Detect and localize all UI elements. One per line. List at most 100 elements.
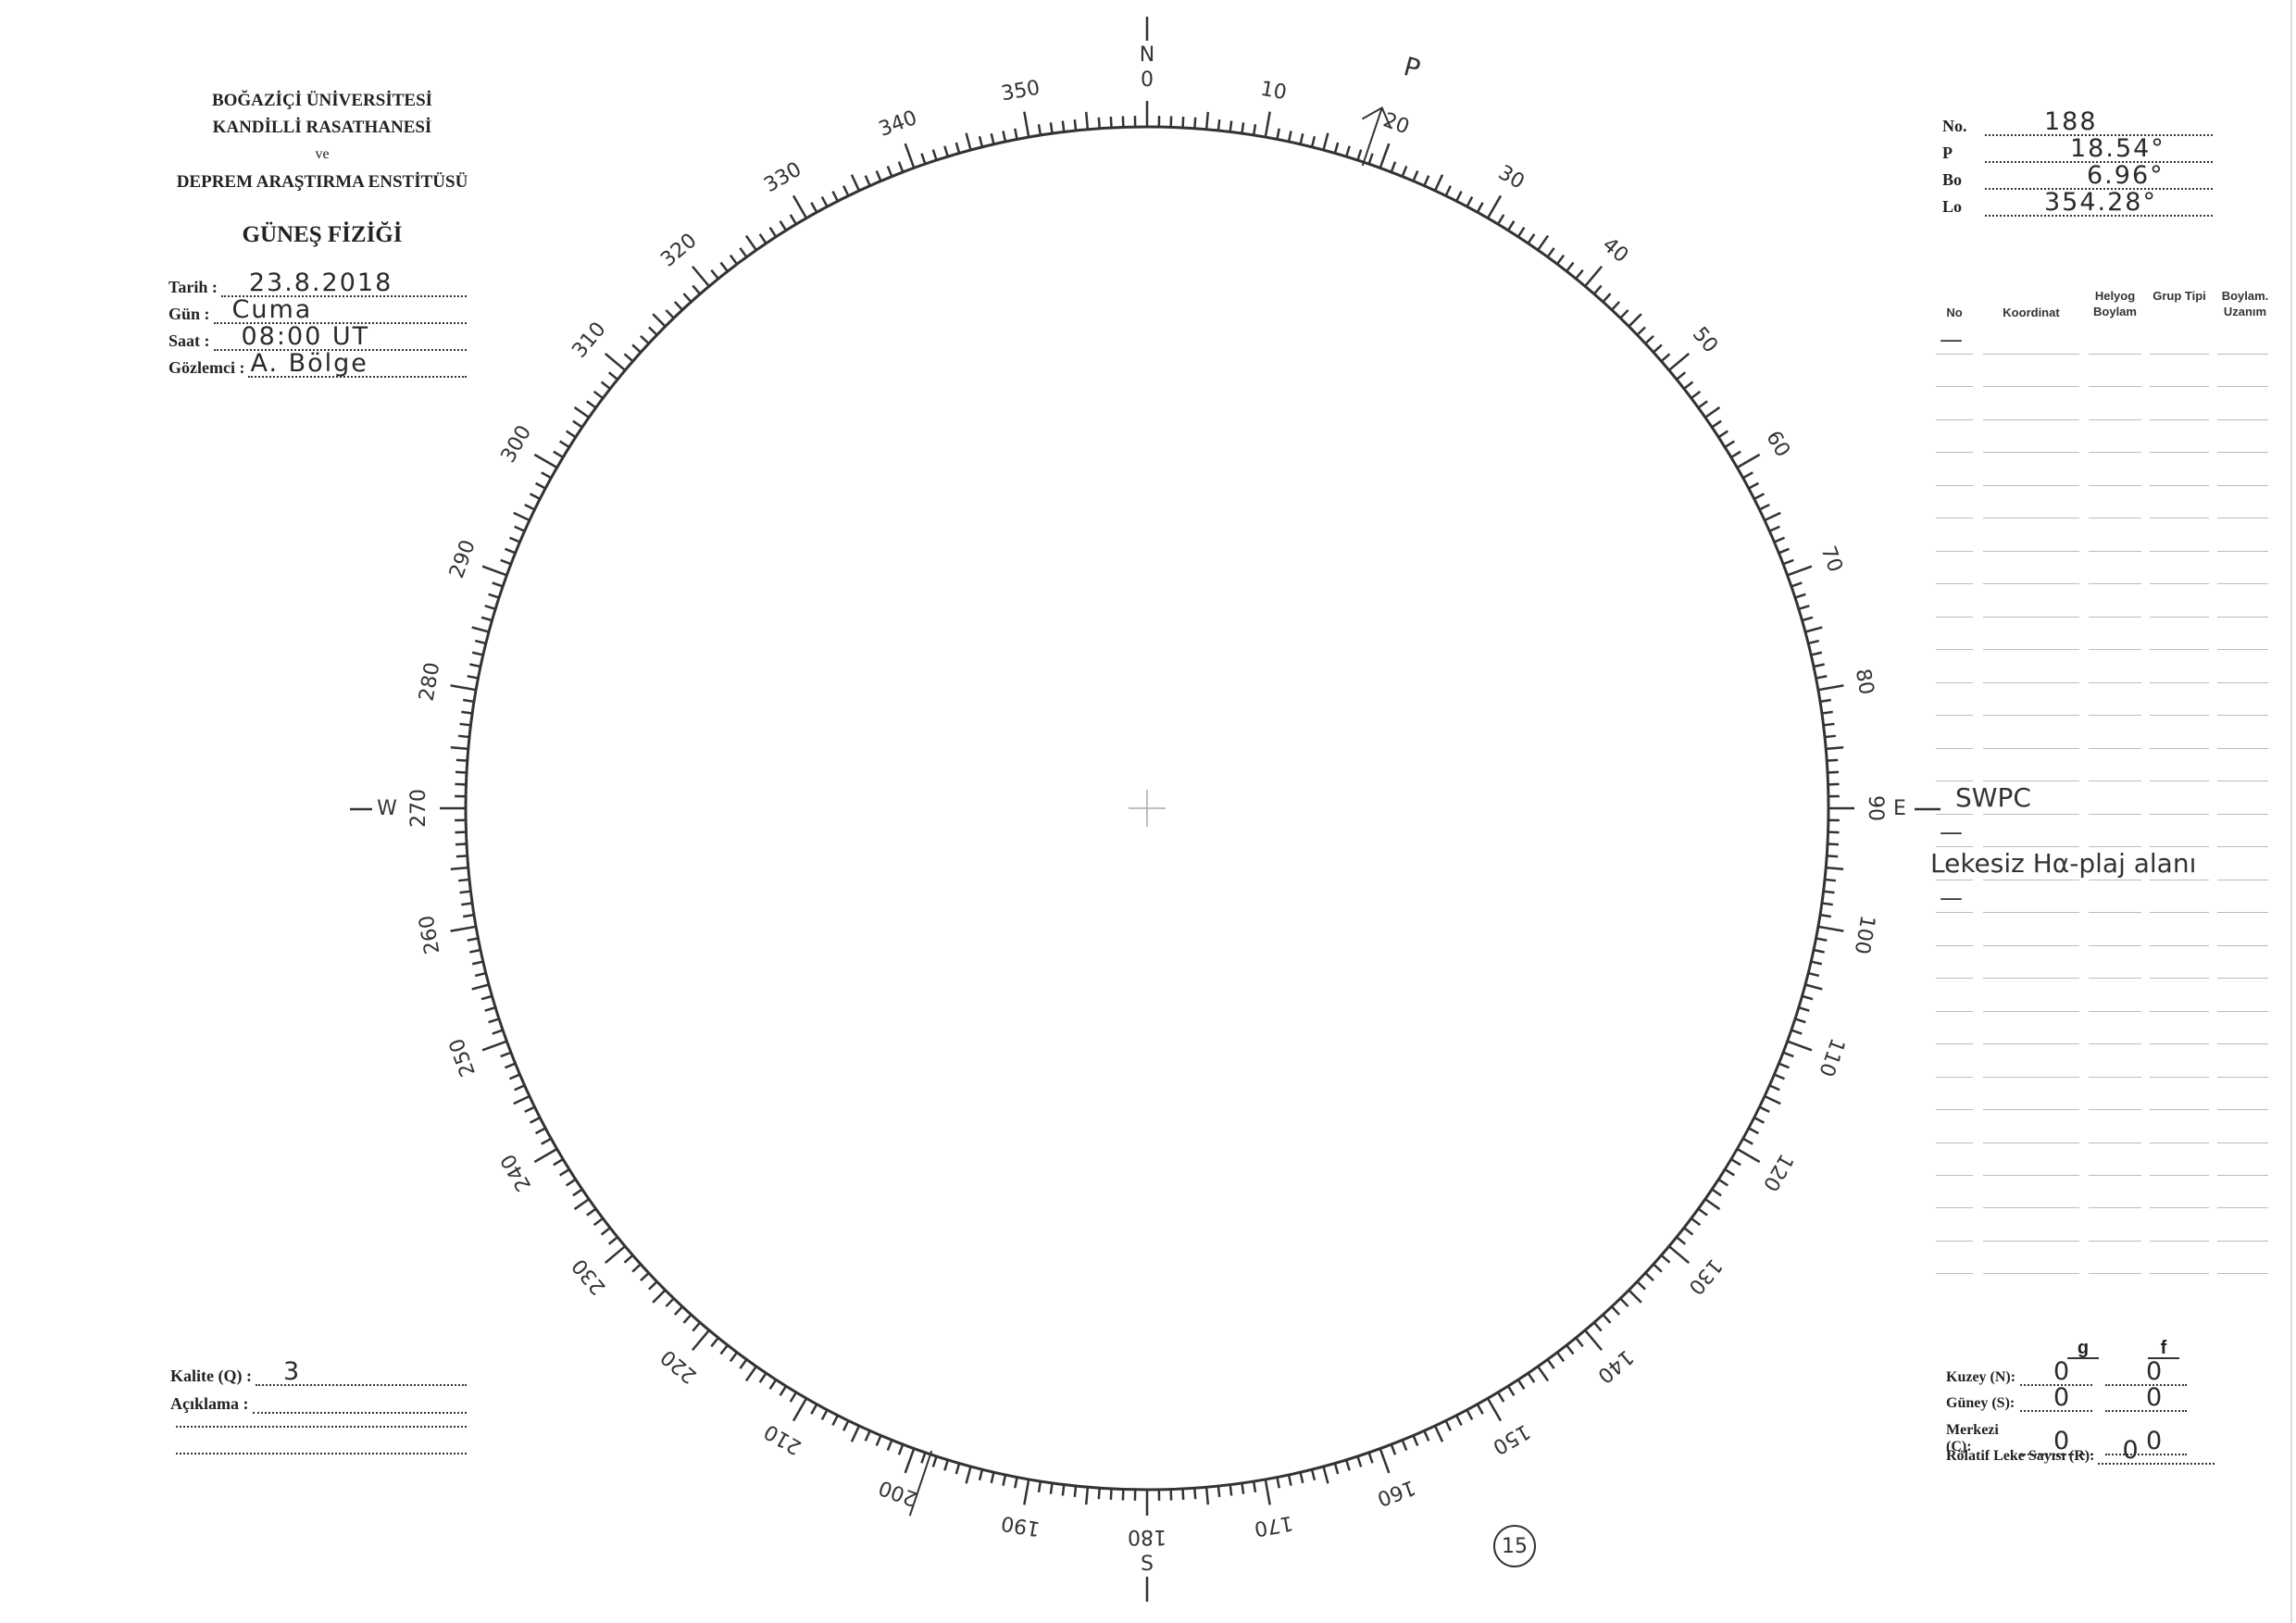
degree-tick [471, 626, 490, 633]
kalite-field[interactable]: Kalite (Q) : 3 [170, 1357, 467, 1386]
table-row[interactable] [0, 683, 2296, 717]
degree-tick [467, 937, 479, 942]
degree-tick [673, 1305, 683, 1316]
degree-tick [1628, 313, 1642, 328]
table-row[interactable] [0, 618, 2296, 651]
row-note: SWPC [1955, 781, 2031, 813]
aciklama-line-2[interactable] [176, 1426, 467, 1428]
degree-tick [1602, 1314, 1612, 1324]
table-cell-line [2089, 583, 2141, 585]
degree-tick [640, 334, 650, 344]
no-field[interactable]: No. 188 [1942, 107, 2213, 136]
degree-tick [1014, 1477, 1018, 1489]
degree-tick [1537, 234, 1550, 251]
degree-tick [1824, 734, 1837, 739]
degree-tick [553, 1157, 564, 1167]
table-cell-line [2217, 978, 2268, 980]
table-row[interactable] [0, 914, 2296, 946]
table-cell-line [2089, 1142, 2141, 1143]
table-cell-line [2150, 649, 2209, 651]
table-row[interactable] [0, 651, 2296, 683]
degree-tick [1753, 493, 1766, 500]
table-cell-line [1983, 1240, 2079, 1242]
degree-tick [1628, 1289, 1642, 1304]
table-row[interactable] [0, 1176, 2296, 1209]
table-row[interactable] [0, 388, 2296, 420]
degree-tick [1823, 722, 1835, 727]
table-cell-line [1983, 813, 2079, 815]
table-row[interactable]: — [0, 322, 2296, 355]
table-row[interactable] [0, 355, 2296, 388]
degree-tick [533, 453, 558, 469]
bo-field[interactable]: Bo 6.96° [1942, 161, 2213, 190]
table-row[interactable] [0, 519, 2296, 552]
table-cell-line [2089, 386, 2141, 388]
table-cell-line [2217, 681, 2268, 683]
gozlemci-field[interactable]: Gözlemci : A. Bölge [168, 349, 467, 378]
scan-edge [2290, 0, 2292, 1623]
degree-tick [1704, 406, 1721, 418]
degree-tick [1653, 1263, 1663, 1273]
aciklama-line-3[interactable] [176, 1453, 467, 1454]
table-row[interactable] [0, 946, 2296, 980]
degree-label: 310 [568, 318, 610, 362]
table-row[interactable]: — [0, 815, 2296, 848]
degree-tick [1181, 1488, 1185, 1501]
degree-tick [1794, 593, 1806, 599]
table-cell-line [1983, 649, 2079, 651]
table-cell-line [1936, 484, 1973, 486]
table-row[interactable] [0, 1242, 2296, 1275]
gun-field[interactable]: Gün : Cuma [168, 295, 467, 324]
table-row[interactable] [0, 717, 2296, 749]
p-arrow-icon [1361, 106, 1392, 130]
kuzey-g: 0 [2053, 1357, 2072, 1386]
degree-tick [1611, 1305, 1621, 1316]
institution-line-3: ve [315, 146, 330, 162]
table-row[interactable] [0, 1111, 2296, 1143]
degree-tick [1644, 1272, 1654, 1282]
row-no: — [1940, 326, 1963, 353]
degree-tick [1390, 1443, 1397, 1455]
degree-tick [484, 605, 496, 611]
table-cell-line [2217, 1207, 2268, 1209]
degree-tick [504, 547, 517, 555]
degree-label: 180 [1128, 1525, 1167, 1548]
degree-tick [572, 419, 583, 429]
degree-tick [1711, 419, 1722, 429]
table-row[interactable] [0, 749, 2296, 782]
rolatif-label: Rölatif Leke Sayısı (R): [1946, 1448, 2095, 1464]
degree-tick [1774, 1073, 1786, 1080]
table-row[interactable] [0, 486, 2296, 519]
table-row[interactable] [0, 585, 2296, 618]
page-mark: 15 [1502, 1535, 1528, 1558]
table-row[interactable]: — [0, 880, 2296, 914]
lo-field[interactable]: Lo 354.28° [1942, 188, 2213, 217]
degree-tick [1097, 117, 1101, 129]
degree-tick [1676, 1236, 1687, 1245]
degree-tick [1193, 117, 1197, 129]
aciklama-field[interactable]: Açıklama : [170, 1394, 467, 1414]
table-row[interactable] [0, 980, 2296, 1012]
table-cell-line [2217, 1142, 2268, 1143]
table-row[interactable] [0, 1078, 2296, 1111]
table-row[interactable] [0, 454, 2296, 486]
table-row[interactable] [0, 1045, 2296, 1078]
table-cell-line [2089, 978, 2141, 980]
tarih-field[interactable]: Tarih : 23.8.2018 [168, 268, 467, 297]
degree-tick [897, 1443, 905, 1455]
table-row[interactable] [0, 1012, 2296, 1045]
table-row[interactable] [0, 1143, 2296, 1176]
saat-field[interactable]: Saat : 08:00 UT [168, 322, 467, 351]
table-row[interactable] [0, 1209, 2296, 1242]
degree-tick [1073, 119, 1078, 131]
p-field[interactable]: P 18.54° [1942, 134, 2213, 163]
degree-tick [1264, 1479, 1271, 1505]
degree-tick [1602, 293, 1612, 303]
p-label: P [1942, 144, 1953, 162]
no-value: 188 [2044, 107, 2098, 136]
degree-tick [1764, 511, 1781, 522]
table-row[interactable]: Lekesiz Hα-plaj alanı [0, 848, 2296, 880]
table-row[interactable]: SWPC [0, 782, 2296, 815]
table-row[interactable] [0, 552, 2296, 585]
table-row[interactable] [0, 420, 2296, 454]
